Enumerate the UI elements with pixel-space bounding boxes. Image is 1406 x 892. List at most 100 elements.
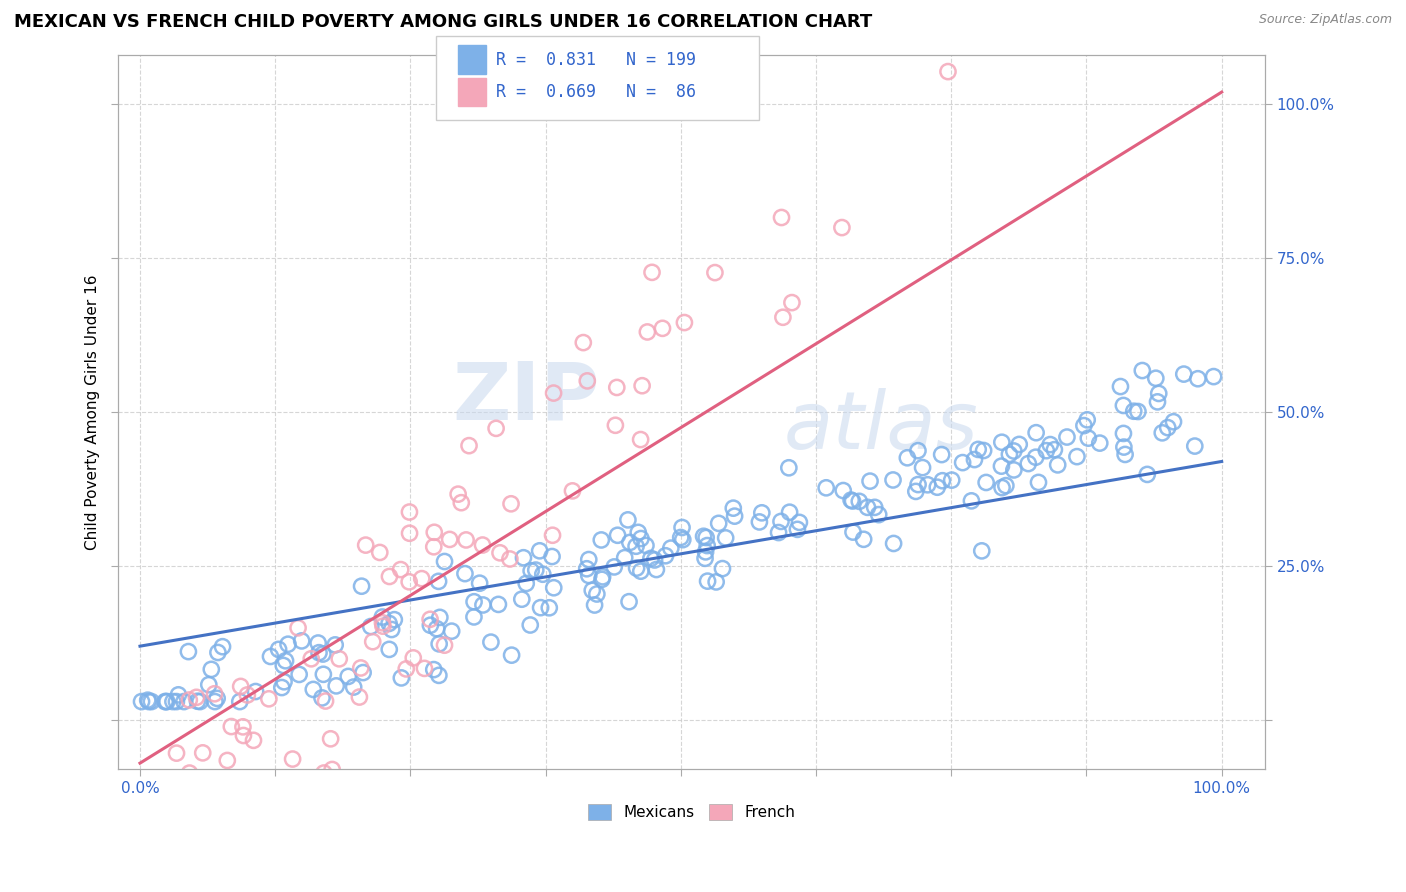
Point [499,497,522,511]
Point [1056,430,1078,444]
Point [519,618,541,632]
Point [350,661,373,675]
Point [627,525,650,540]
Point [1157,420,1180,434]
Point [770,211,793,225]
Point [214,774,236,789]
Point [931,474,953,488]
Point [450,496,472,510]
Point [831,220,853,235]
Point [360,619,382,633]
Point [423,540,446,554]
Point [183,774,205,789]
Point [232,729,254,743]
Point [378,569,401,583]
Point [624,539,647,553]
Point [389,671,412,685]
Point [267,642,290,657]
Point [927,480,949,494]
Point [723,501,745,516]
Point [229,680,252,694]
Point [371,610,394,624]
Point [651,321,673,335]
Point [991,435,1014,450]
Point [138,774,160,789]
Point [245,684,267,698]
Point [281,752,304,766]
Point [426,622,449,636]
Point [1077,431,1099,445]
Point [673,316,696,330]
Point [641,265,664,279]
Point [512,550,534,565]
Text: MEXICAN VS FRENCH CHILD POVERTY AMONG GIRLS UNDER 16 CORRELATION CHART: MEXICAN VS FRENCH CHILD POVERTY AMONG GI… [14,13,872,31]
Point [349,690,371,704]
Point [274,654,297,668]
Point [1114,447,1136,461]
Point [471,598,494,612]
Point [138,695,160,709]
Point [479,635,502,649]
Point [748,515,770,529]
Point [789,516,811,530]
Point [998,447,1021,461]
Point [640,551,662,566]
Point [371,615,394,630]
Point [524,563,547,577]
Point [856,500,879,515]
Point [1112,426,1135,441]
Point [630,564,652,578]
Point [1152,425,1174,440]
Point [692,529,714,543]
Point [221,720,243,734]
Point [1039,437,1062,451]
Point [352,665,374,680]
Point [153,695,176,709]
Point [427,637,450,651]
Point [423,663,446,677]
Point [768,525,790,540]
Text: atlas: atlas [783,387,979,466]
Point [586,587,609,601]
Point [1035,443,1057,458]
Point [311,690,333,705]
Point [179,693,201,707]
Point [136,693,159,707]
Point [321,763,343,777]
Point [636,325,658,339]
Point [167,688,190,702]
Text: Source: ZipAtlas.com: Source: ZipAtlas.com [1258,13,1392,27]
Point [1136,467,1159,482]
Point [605,418,627,433]
Point [291,634,314,648]
Point [538,600,561,615]
Point [592,570,614,584]
Point [204,695,226,709]
Point [772,310,794,325]
Point [904,484,927,499]
Point [960,494,983,508]
Point [149,774,172,789]
Point [485,421,508,435]
Point [704,574,727,589]
Point [1025,450,1047,465]
Point [1025,425,1047,440]
Point [411,572,433,586]
Point [941,473,963,487]
Point [591,533,613,547]
Point [994,478,1017,492]
Point [531,567,554,582]
Point [398,526,420,541]
Point [433,638,456,652]
Point [778,460,800,475]
Point [952,456,974,470]
Point [215,774,238,789]
Point [630,532,652,546]
Point [707,516,730,531]
Point [1187,372,1209,386]
Point [141,774,163,789]
Point [204,687,226,701]
Point [1184,439,1206,453]
Point [395,662,418,676]
Point [852,533,875,547]
